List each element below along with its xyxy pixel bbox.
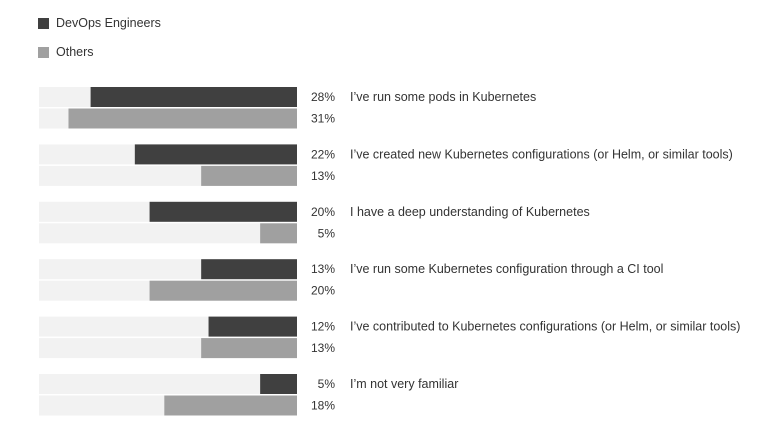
bar-others	[149, 280, 297, 301]
bar-devops	[260, 374, 297, 394]
value-label-devops: 5%	[318, 377, 336, 391]
value-label-devops: 28%	[311, 90, 335, 104]
value-label-devops: 20%	[311, 205, 335, 219]
bar-devops	[90, 87, 297, 107]
legend-swatch-devops	[38, 17, 49, 29]
category-label: I’ve run some pods in Kubernetes	[350, 90, 536, 104]
bar-others	[68, 108, 297, 129]
value-label-others: 13%	[311, 169, 335, 183]
bar-devops	[149, 201, 297, 222]
bar-others	[164, 395, 297, 416]
bar-devops	[134, 144, 297, 165]
legend-item-others: Others	[38, 44, 94, 60]
legend-label-others: Others	[56, 45, 94, 59]
legend-label-devops: DevOps Engineers	[56, 16, 161, 30]
bar-others	[260, 223, 297, 244]
bar-devops	[201, 259, 297, 280]
legend-swatch-others	[38, 46, 49, 58]
value-label-devops: 13%	[311, 262, 335, 276]
bar-track	[39, 223, 297, 244]
category-group: 12% 13% I’ve contributed to Kubernetes con…	[39, 316, 740, 359]
legend-item-devops: DevOps Engineers	[38, 15, 161, 31]
bar-devops	[208, 316, 297, 337]
category-label: I’ve run some Kubernetes configuration t…	[350, 262, 663, 276]
value-label-others: 5%	[318, 226, 336, 240]
value-label-devops: 12%	[311, 320, 335, 334]
value-label-devops: 22%	[311, 147, 335, 161]
category-label: I have a deep understanding of Kubernete…	[350, 205, 590, 219]
category-group: 13% 20% I’ve run some Kubernetes configura…	[39, 259, 663, 301]
value-label-others: 18%	[311, 399, 335, 413]
category-group: 28% 31% I’ve run some pods in Kubernetes	[39, 87, 536, 129]
category-label: I’ve created new Kubernetes configuratio…	[350, 147, 733, 161]
category-group: 20% 5% I have a deep understanding of Kube…	[39, 201, 590, 244]
category-label: I’ve contributed to Kubernetes configura…	[350, 320, 740, 334]
value-label-others: 13%	[311, 341, 335, 355]
value-label-others: 31%	[311, 112, 335, 126]
bar-others	[201, 338, 297, 359]
category-label: I’m not very familiar	[350, 377, 458, 391]
bar-others	[201, 165, 297, 186]
category-group: 22% 13% I’ve created new Kubernetes config…	[39, 144, 733, 186]
category-group: 5% 18% I’m not very familiar	[39, 374, 458, 416]
value-label-others: 20%	[311, 284, 335, 298]
bar-track	[39, 374, 297, 394]
